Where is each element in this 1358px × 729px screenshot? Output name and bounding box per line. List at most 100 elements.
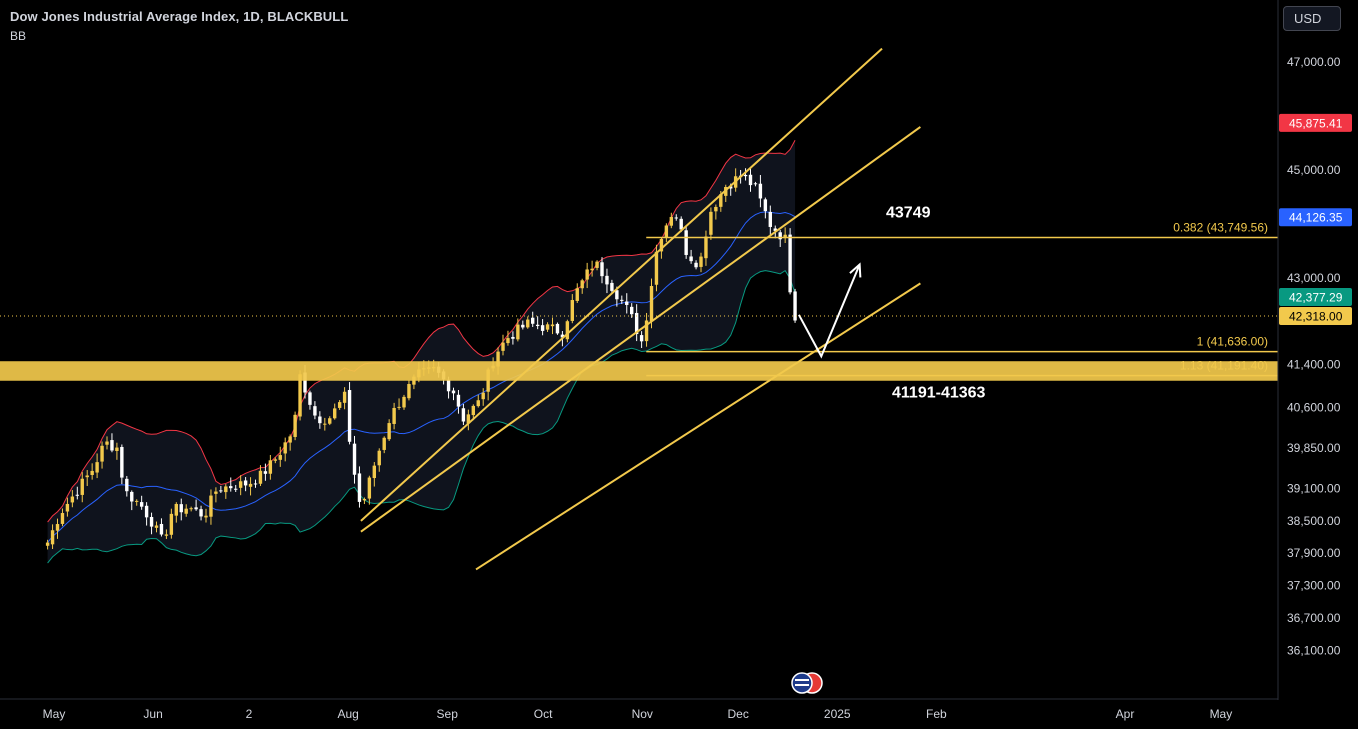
candle-body [273,459,278,461]
candle-body [689,256,693,262]
candle-body [521,324,525,328]
candle-body [565,321,570,340]
us-flag-icon[interactable] [791,672,823,694]
price-tick-label: 36,100.00 [1287,643,1341,657]
candle-body [778,232,782,240]
price-tick-label: 37,900.00 [1287,546,1341,560]
fib-level-label: 1.13 (41,191.40) [1180,359,1268,373]
candle-body [743,175,748,177]
candle-body [164,534,169,536]
candle-body [679,218,683,230]
candle-body [50,530,55,545]
candle-body [481,392,485,400]
candle-body [709,211,713,235]
projection-arrow [798,264,861,359]
lower-band-badge [1279,288,1352,306]
candle-body [95,462,99,473]
candle-body [154,525,159,528]
candle-body [476,400,480,407]
bollinger-fill [47,140,796,564]
candle-body [694,262,698,268]
price-tick-label: 39,100.00 [1287,481,1341,495]
candle-body [773,228,777,231]
candle-body [268,460,273,474]
time-tick-label: 2025 [824,707,851,721]
candle-body [204,515,208,518]
candle-body [471,405,476,416]
drawings: 0.382 (43,749.56) 1 (41,636.00) 1.13 (41,1… [0,47,1278,571]
fib-level-label: 1 (41,636.00) [1197,335,1268,349]
candle-body [263,471,268,474]
candle-body [214,491,218,494]
candle-body [352,443,357,475]
candle-body [313,406,317,416]
time-tick-label: May [1210,707,1233,721]
currency-button[interactable]: USD [1283,6,1341,31]
candle-body [535,324,540,327]
candle-body [446,379,451,392]
last-price-badge-text: 42,318.00 [1289,310,1343,324]
time-tick-label: Jun [143,707,162,721]
candle-body [342,391,347,403]
candle-body [590,268,594,271]
candle-body [753,183,758,185]
price-tick-label: 37,300.00 [1287,579,1341,593]
candle-body [323,423,327,425]
price-tick-label: 47,000.00 [1287,55,1341,69]
candle-body [763,199,768,212]
candle-body [669,216,674,226]
candle-body [337,402,342,408]
fib-level-label: 0.382 (43,749.56) [1173,221,1268,235]
candle-body [100,445,104,462]
candle-body [540,325,545,331]
candle-body [303,372,307,393]
candle-body [654,251,659,285]
candle-body [199,509,203,517]
time-axis[interactable]: May Jun 2 Aug Sep Oct Nov Dec 2025 Feb Apr May [43,707,1233,721]
candle-body [135,500,139,502]
candle-body [372,465,377,479]
candle-body [318,416,322,424]
support-zone [0,361,1278,381]
candle-body [555,323,560,334]
candle-body [714,206,718,212]
candle-body [229,486,233,489]
candle-body [560,334,565,338]
candle-body [466,414,471,424]
candle-body [174,503,179,516]
price-tick-label: 40,600.00 [1287,401,1341,415]
price-badges: 45,875.41 44,126.35 42,377.29 42,318.00 [1279,113,1352,325]
candle-body [130,491,134,502]
candle-body [253,483,258,485]
candle-body [526,319,530,328]
candle-body [90,470,94,475]
candle-body [506,338,510,344]
candle-body [189,508,193,510]
candle-body [55,524,60,531]
annotation-43749: 43749 [886,205,931,222]
candle-body [209,495,213,517]
price-tick-label: 39,850.00 [1287,441,1341,455]
candle-body [377,450,381,466]
candle-body [496,351,500,367]
candle-body [580,280,584,289]
last-price-badge [1279,307,1352,325]
price-tick-label: 41,400.00 [1287,357,1341,371]
candle-body [238,481,243,488]
candle-body [605,275,609,285]
candle-body [516,324,520,340]
candle-body [258,470,263,484]
candle-body [625,301,629,305]
candle-body [125,478,129,492]
price-tick-label: 38,500.00 [1287,514,1341,528]
price-axis[interactable]: 47,000.00 45,000.00 43,000.00 41,400.00 40,6… [1287,55,1341,657]
candle-body [278,455,282,460]
candle-body [308,392,312,405]
candle-body [719,194,723,207]
projection-arrow-head [849,262,862,278]
basis-band-badge [1279,208,1352,227]
candle-body [768,211,773,227]
candle-body [407,384,411,399]
indicator-label[interactable]: BB [10,29,27,43]
